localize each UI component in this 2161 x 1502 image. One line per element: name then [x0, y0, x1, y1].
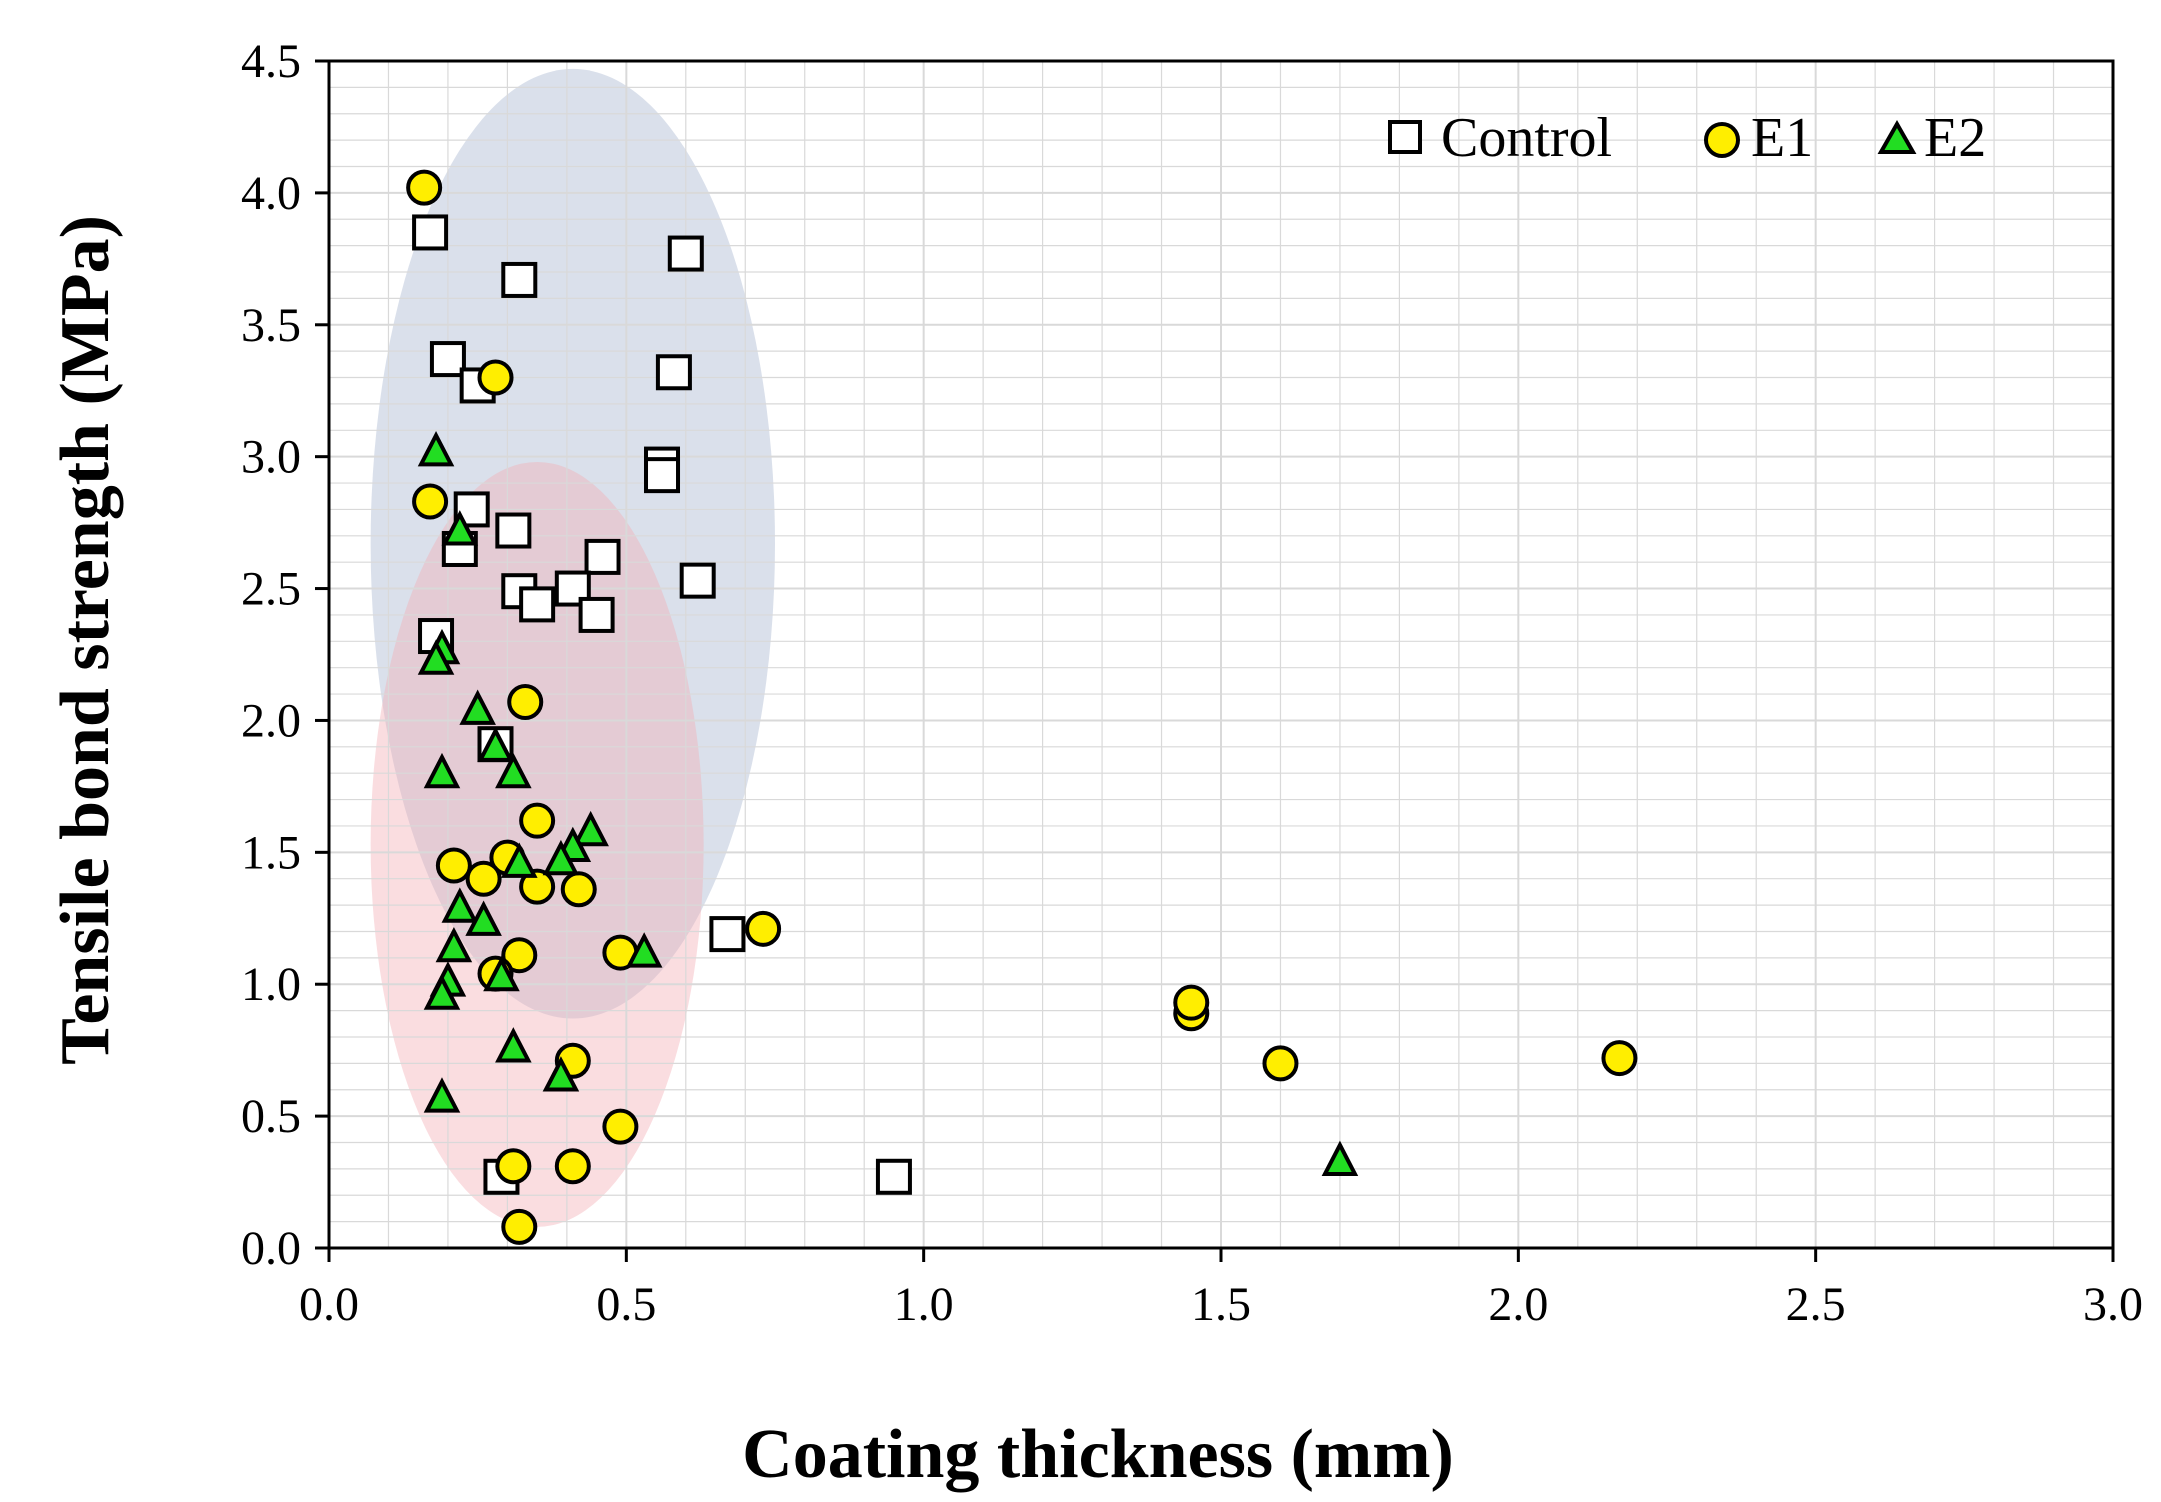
x-axis-title: Coating thickness (mm): [742, 1416, 1454, 1493]
point-e2: [483, 955, 520, 992]
point-control: [584, 538, 621, 575]
point-e2: [1321, 1140, 1359, 1176]
x-tick-label: 3.0: [2083, 1278, 2143, 1331]
point-e1: [501, 937, 538, 974]
x-tick-label: 0.5: [596, 1278, 656, 1331]
series-e2: [417, 431, 1359, 1176]
point-e2: [441, 510, 479, 546]
point-e2: [477, 726, 514, 762]
y-tick-label: 4.5: [241, 35, 301, 88]
point-e1: [560, 871, 597, 908]
point-e1: [465, 860, 502, 897]
grid: [329, 61, 2113, 1248]
point-e2: [423, 1077, 461, 1113]
y-tick-label: 2.0: [241, 694, 301, 747]
point-control: [667, 235, 704, 272]
x-tick-label: 1.5: [1191, 1278, 1251, 1331]
x-tick-label: 0.0: [299, 1278, 359, 1331]
point-control: [875, 1158, 912, 1195]
y-tick-label: 1.0: [241, 958, 301, 1011]
point-e1: [477, 359, 514, 396]
point-e1: [602, 1108, 639, 1145]
point-e2: [459, 689, 496, 725]
point-e1: [519, 802, 556, 839]
point-e2: [417, 639, 455, 675]
point-e2: [572, 810, 609, 847]
point-e2: [495, 1027, 532, 1063]
legend-marker-control: [1388, 120, 1422, 154]
point-e1: [1601, 1040, 1638, 1077]
point-e2: [501, 842, 538, 878]
point-e2: [435, 926, 473, 963]
point-e1: [406, 169, 443, 206]
point-e2: [495, 752, 532, 789]
highlight-ellipse-blue: [370, 68, 775, 1019]
legend-label-e2: E2: [1924, 107, 1986, 169]
y-tick-label: 2.5: [241, 563, 301, 616]
point-control: [655, 354, 692, 391]
data-points: [406, 169, 1638, 1245]
point-e2: [423, 974, 461, 1010]
point-control: [495, 512, 532, 549]
point-e1: [412, 483, 449, 520]
point-e2: [625, 932, 663, 968]
point-control: [501, 261, 538, 298]
legend-marker-e2: [1877, 119, 1917, 154]
point-control: [429, 341, 466, 378]
point-e2: [542, 1056, 580, 1092]
point-control: [578, 596, 615, 633]
point-e1: [501, 1208, 538, 1245]
y-axis-title: Tensile bond strength (MPa): [47, 215, 124, 1065]
point-control: [412, 214, 449, 251]
point-e1: [519, 868, 556, 905]
point-e2: [417, 431, 455, 467]
point-e2: [423, 752, 461, 789]
point-e1: [495, 1148, 532, 1185]
point-e1: [554, 1148, 591, 1185]
point-control: [644, 457, 681, 494]
y-tick-label: 3.5: [241, 299, 301, 352]
y-tick-label: 1.5: [241, 826, 301, 879]
point-e1: [745, 910, 782, 947]
y-tick-label: 0.0: [241, 1222, 301, 1275]
point-e2: [465, 900, 502, 936]
point-e1: [1173, 984, 1210, 1021]
y-tick-label: 4.0: [241, 167, 301, 220]
point-e1: [435, 847, 472, 884]
point-e1: [1262, 1045, 1299, 1082]
x-tick-label: 2.0: [1488, 1278, 1548, 1331]
legend: Control E1 E2: [1388, 107, 1986, 169]
legend-marker-e1: [1704, 122, 1740, 158]
x-tick-label: 2.5: [1786, 1278, 1846, 1331]
point-e2: [441, 887, 479, 923]
point-control: [453, 491, 490, 528]
tick-labels: 0.0 0.5 1.0 1.5 2.0 2.5 3.0 0.0 0.5 1.0 1.5 2.0 2.5 3…: [241, 35, 2143, 1331]
point-control: [679, 562, 716, 599]
legend-label-control: Control: [1441, 107, 1612, 169]
x-tick-label: 1.0: [894, 1278, 954, 1331]
legend-label-e1: E1: [1751, 107, 1813, 169]
point-e1: [507, 683, 544, 720]
y-tick-label: 3.0: [241, 431, 301, 484]
point-control: [519, 586, 556, 623]
y-tick-label: 0.5: [241, 1090, 301, 1143]
point-control: [709, 916, 746, 953]
point-e2: [542, 839, 580, 876]
